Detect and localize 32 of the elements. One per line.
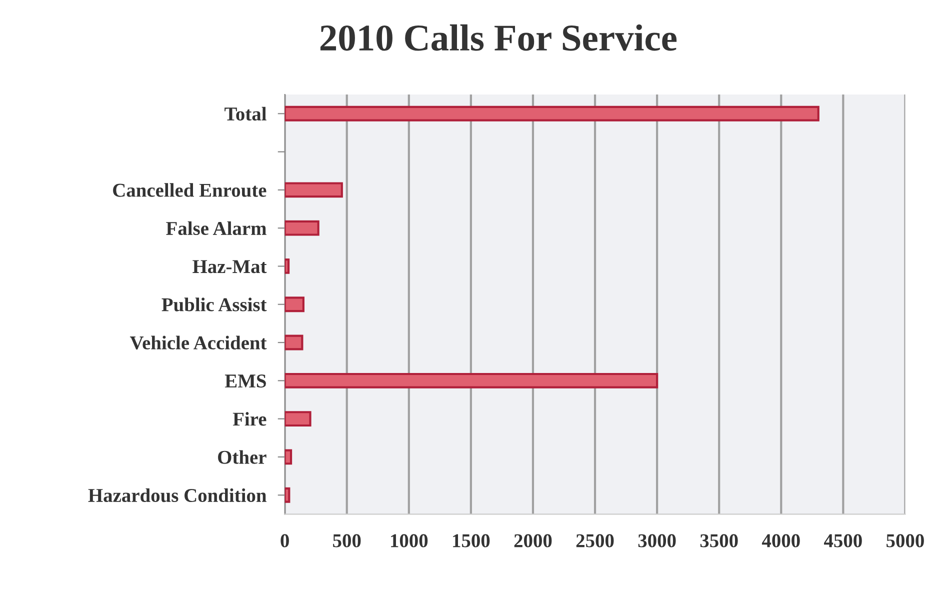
x-tick-label: 2000	[514, 534, 552, 548]
y-tick-label: False Alarm	[166, 221, 266, 236]
y-tick-label: Cancelled Enroute	[113, 183, 266, 197]
bar	[284, 487, 290, 503]
bar	[284, 449, 292, 465]
bar	[284, 258, 290, 274]
x-tick-label: 1500	[453, 534, 490, 548]
x-tick-label: 4000	[762, 534, 800, 548]
y-tick-label: EMS	[224, 374, 266, 388]
y-tick-label: Fire	[232, 412, 266, 426]
bar	[284, 334, 304, 350]
bar	[284, 372, 658, 388]
x-tick-label: 2500	[576, 534, 614, 548]
x-tick-label: 0	[280, 534, 289, 548]
y-tick-label: Total	[224, 106, 266, 121]
y-tick-label: Hazardous Condition	[88, 488, 266, 502]
bar	[284, 182, 343, 198]
y-tick-label: Public Assist	[162, 298, 267, 312]
y-tick-label: Vehicle Accident	[130, 336, 267, 350]
x-tick-label: 500	[333, 534, 361, 548]
x-tick-label: 1000	[391, 534, 428, 548]
x-tick-label: 3500	[700, 534, 738, 548]
bar	[284, 411, 312, 427]
bar	[284, 296, 304, 312]
bar	[284, 106, 820, 122]
x-tick-label: 3000	[638, 534, 676, 548]
x-tick-label: 5000	[886, 534, 924, 548]
y-tick-label: Other	[218, 450, 266, 464]
x-tick-label: 4500	[824, 534, 862, 548]
chart-title: 2010 Calls For Service	[320, 24, 677, 51]
bar	[284, 220, 320, 236]
y-tick-label: Haz-Mat	[192, 260, 267, 274]
